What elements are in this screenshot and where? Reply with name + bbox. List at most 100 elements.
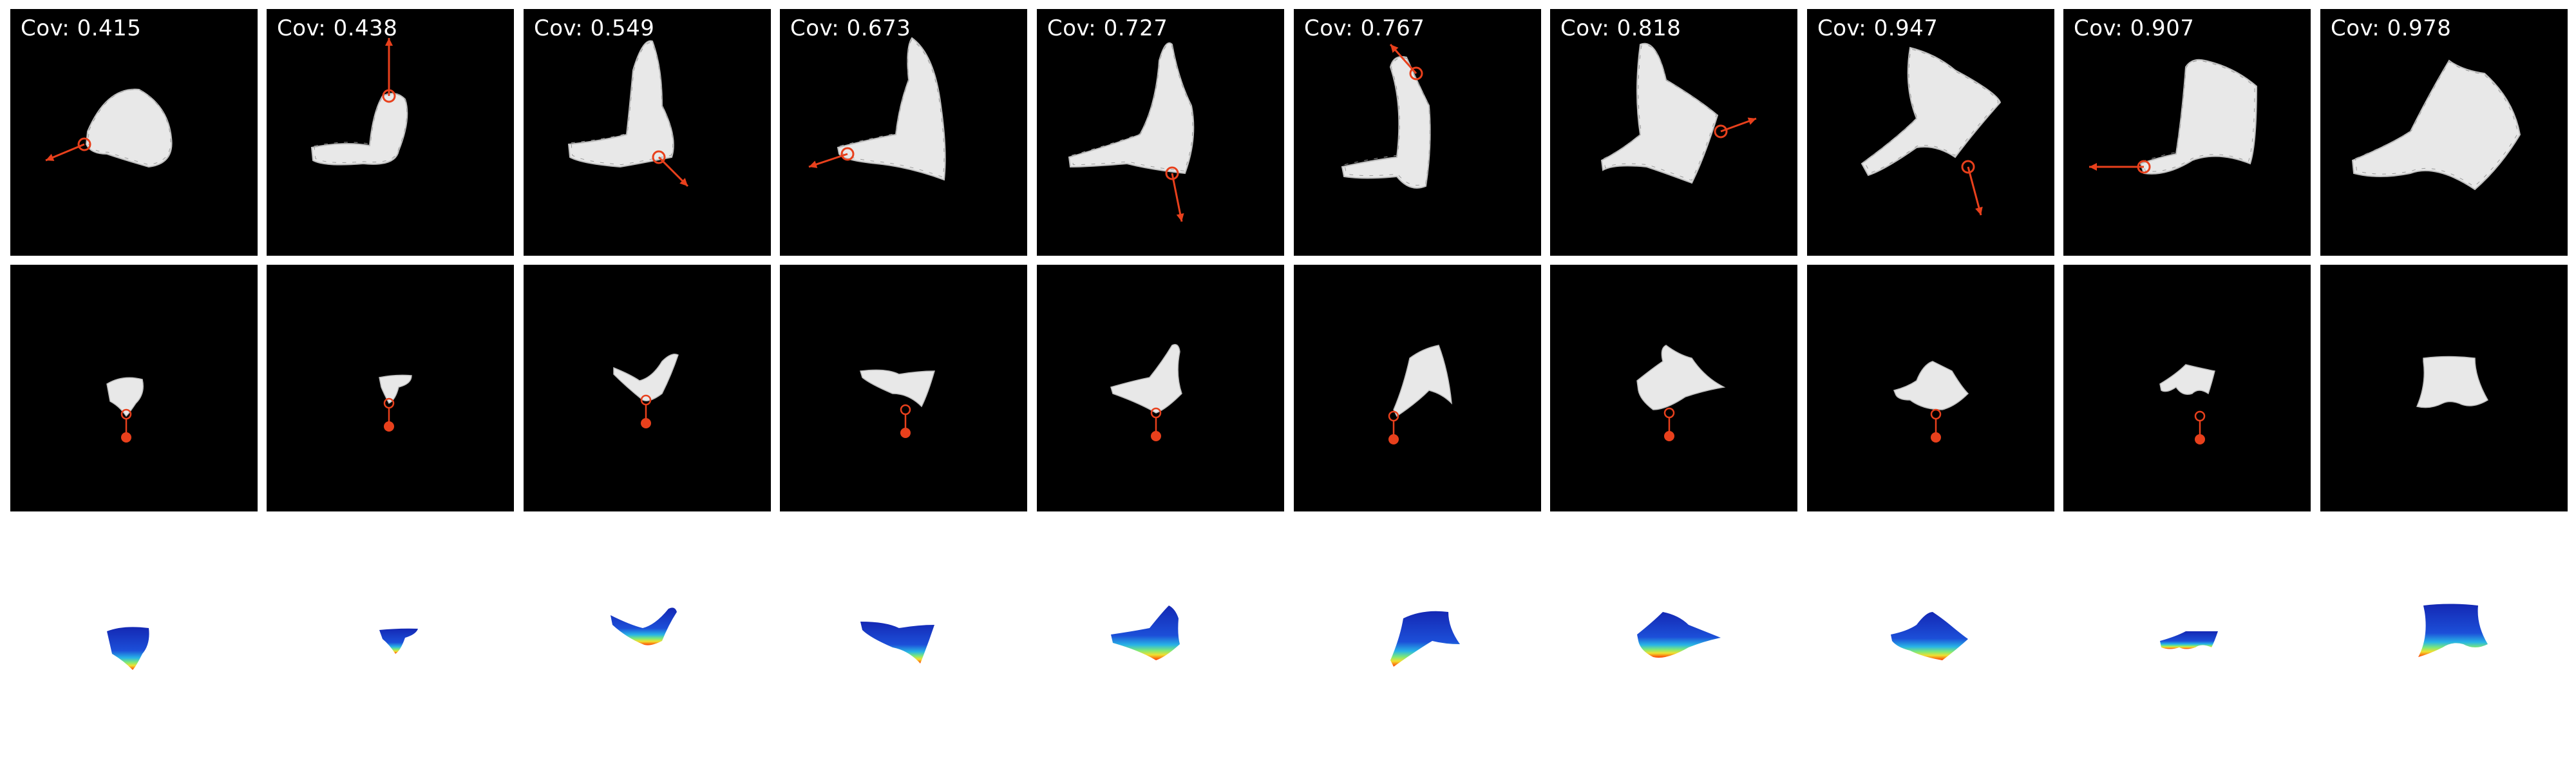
front-view-panel: [1550, 265, 1797, 511]
cloth-shape: [613, 354, 679, 401]
depth-shape: [107, 627, 149, 670]
depth-map-panel: [1037, 515, 1284, 760]
arrow-icon: [1171, 173, 1183, 222]
cloth-fold: [1604, 44, 1717, 181]
depth-map-panel: [524, 515, 771, 760]
top-view-panel: Cov: 0.727: [1037, 9, 1284, 256]
coverage-label: Cov: 0.978: [2331, 15, 2452, 41]
arrow-head-icon: [2089, 163, 2097, 171]
circle-marker-icon: [1409, 66, 1423, 81]
arrow-head-icon: [1388, 434, 1399, 444]
front-view-panel: [267, 265, 514, 511]
depth-map-panel: [1294, 515, 1541, 760]
circle-marker-icon: [77, 137, 91, 151]
arrow-head-icon: [121, 432, 131, 443]
arrow-icon: [1967, 166, 1982, 216]
arrow-head-icon: [679, 178, 688, 186]
depth-map-panel: [2320, 515, 2568, 760]
coverage-label: Cov: 0.767: [1304, 15, 1425, 41]
circle-marker-icon: [840, 147, 855, 161]
cloth-fold: [839, 39, 945, 178]
circle-marker-icon: [2194, 410, 2206, 422]
arrow-head-icon: [46, 153, 55, 161]
arrow-head-icon: [641, 418, 651, 428]
cloth-shape: [310, 93, 408, 166]
cloth-shape: [1600, 43, 1719, 184]
cloth-shape: [379, 374, 412, 404]
cloth-shape: [860, 369, 935, 408]
depth-shape: [1390, 611, 1460, 667]
circle-marker-icon: [652, 150, 666, 164]
front-view-panel: [1807, 265, 2054, 511]
coverage-label: Cov: 0.415: [21, 15, 142, 41]
cloth-fold: [1863, 48, 1999, 173]
arrow-head-icon: [1390, 44, 1399, 53]
circle-marker-icon: [900, 404, 911, 415]
top-view-panel: Cov: 0.438: [267, 9, 514, 256]
coverage-label: Cov: 0.818: [1560, 15, 1681, 41]
cloth-shape: [1110, 344, 1182, 414]
depth-shape: [1891, 612, 1968, 660]
front-view-panel: [10, 265, 258, 511]
arrow-head-icon: [384, 421, 394, 432]
depth-shape: [2418, 604, 2488, 657]
top-view-panel: Cov: 0.947: [1807, 9, 2054, 256]
cloth-shape: [1393, 345, 1452, 417]
cloth-shape: [2159, 364, 2215, 395]
front-view-panel: [1037, 265, 1284, 511]
top-view-panel: Cov: 0.549: [524, 9, 771, 256]
coverage-label: Cov: 0.907: [2074, 15, 2195, 41]
cloth-shape: [567, 40, 674, 168]
cloth-fold: [314, 93, 408, 163]
coverage-label: Cov: 0.673: [790, 15, 911, 41]
circle-marker-icon: [1663, 407, 1675, 419]
cloth-shape: [106, 377, 144, 417]
cloth-shape: [1341, 56, 1431, 189]
depth-map-panel: [1550, 515, 1797, 760]
circle-marker-icon: [1961, 160, 1975, 174]
front-view-panel: [524, 265, 771, 511]
arrow-head-icon: [1664, 431, 1674, 441]
depth-map-panel: [2063, 515, 2311, 760]
circle-marker-icon: [1165, 166, 1179, 180]
coverage-label: Cov: 0.549: [534, 15, 655, 41]
front-view-panel: [780, 265, 1027, 511]
top-view-panel: Cov: 0.673: [780, 9, 1027, 256]
arrow-head-icon: [1747, 117, 1756, 125]
cloth-fold: [2354, 61, 2519, 187]
circle-marker-icon: [1930, 408, 1942, 420]
arrow-head-icon: [900, 428, 911, 438]
coverage-label: Cov: 0.947: [1817, 15, 1938, 41]
front-view-panel: [2320, 265, 2568, 511]
depth-map-panel: [267, 515, 514, 760]
cloth-fold: [1344, 57, 1430, 186]
top-view-panel: Cov: 0.978: [2320, 9, 2568, 256]
top-view-panel: Cov: 0.415: [10, 9, 258, 256]
arrow-head-icon: [1176, 213, 1184, 222]
circle-marker-icon: [2137, 160, 2151, 174]
depth-shape: [1637, 612, 1721, 658]
coverage-label: Cov: 0.727: [1047, 15, 1168, 41]
cloth-shape: [2416, 356, 2489, 408]
cloth-shape: [2351, 59, 2521, 191]
cloth-fold: [87, 89, 171, 166]
front-view-panel: [1294, 265, 1541, 511]
arrow-head-icon: [1151, 431, 1161, 441]
cloth-shape: [85, 88, 173, 168]
depth-shape: [860, 622, 934, 663]
depth-map-panel: [1807, 515, 2054, 760]
depth-map-panel: [780, 515, 1027, 760]
cloth-shape: [1636, 345, 1726, 410]
depth-shape: [2160, 631, 2218, 649]
circle-marker-icon: [1714, 124, 1728, 138]
top-view-panel: Cov: 0.907: [2063, 9, 2311, 256]
circle-marker-icon: [382, 89, 396, 103]
cloth-shape: [1893, 361, 1969, 410]
front-view-panel: [2063, 265, 2311, 511]
arrow-head-icon: [809, 160, 818, 168]
arrow-head-icon: [1975, 206, 1983, 215]
cloth-fold: [571, 42, 674, 166]
arrow-head-icon: [2195, 434, 2205, 444]
cloth-shape: [837, 37, 946, 181]
arrow-head-icon: [385, 38, 393, 46]
